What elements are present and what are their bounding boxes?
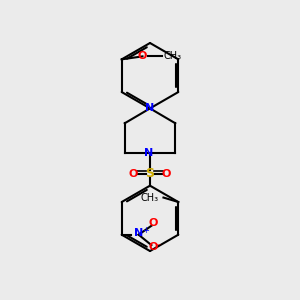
Text: O: O	[148, 242, 158, 252]
Text: CH₃: CH₃	[141, 193, 159, 202]
Text: N: N	[134, 228, 143, 238]
Text: +: +	[142, 226, 149, 235]
Text: ⁻: ⁻	[156, 242, 161, 252]
Text: O: O	[148, 218, 158, 228]
Text: O: O	[162, 169, 171, 179]
Text: CH₃: CH₃	[163, 51, 182, 62]
Text: N: N	[144, 148, 153, 158]
Text: N: N	[146, 103, 154, 113]
Text: S: S	[146, 167, 154, 180]
Text: O: O	[129, 169, 138, 179]
Text: O: O	[138, 51, 147, 62]
